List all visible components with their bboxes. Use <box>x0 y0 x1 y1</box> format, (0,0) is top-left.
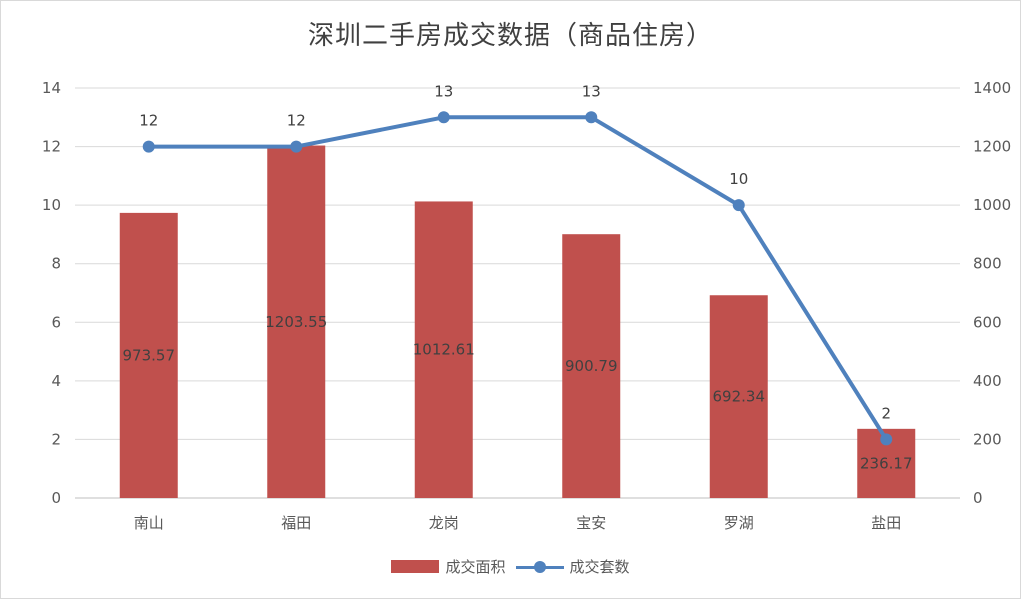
legend-item-area: 成交面积 <box>391 556 506 577</box>
y-left-tick-label: 14 <box>42 79 61 97</box>
bar <box>709 295 768 498</box>
line-data-label: 13 <box>582 82 601 100</box>
line-data-label: 12 <box>287 112 306 130</box>
line-point <box>880 433 893 446</box>
bar <box>119 212 178 499</box>
x-category-label: 宝安 <box>576 514 606 532</box>
x-category-label: 南山 <box>134 514 164 532</box>
line-point <box>142 140 155 153</box>
y-right-tick-label: 800 <box>973 255 1002 273</box>
line-point <box>290 140 303 153</box>
y-left-tick-label: 0 <box>51 489 61 507</box>
bar-data-label: 973.57 <box>123 346 176 364</box>
bar <box>562 234 621 499</box>
bar-data-label: 1203.55 <box>265 313 327 331</box>
y-right-tick-label: 600 <box>973 313 1002 331</box>
bar <box>414 201 473 498</box>
legend-label-count: 成交套数 <box>569 558 630 576</box>
x-category-label: 罗湖 <box>724 514 754 532</box>
line-data-label: 10 <box>729 170 748 188</box>
x-category-label: 龙岗 <box>429 514 459 532</box>
y-right-tick-label: 1400 <box>973 79 1011 97</box>
bar-data-label: 236.17 <box>860 454 913 472</box>
line-point <box>585 111 598 124</box>
y-left-tick-label: 10 <box>42 196 61 214</box>
legend-swatch-bar <box>391 560 440 573</box>
bar-data-label: 692.34 <box>713 388 766 406</box>
x-category-label: 福田 <box>281 514 311 532</box>
y-right-tick-label: 0 <box>973 489 983 507</box>
legend: 成交面积 成交套数 <box>1 556 1020 577</box>
y-right-tick-label: 1200 <box>973 138 1011 156</box>
legend-dot <box>533 560 546 573</box>
chart-title: 深圳二手房成交数据（商品住房） <box>307 21 713 51</box>
bar-data-label: 1012.61 <box>413 341 475 359</box>
y-left-tick-label: 4 <box>51 372 61 390</box>
y-left-tick-label: 8 <box>51 255 61 273</box>
line-series <box>148 115 888 441</box>
legend-label-area: 成交面积 <box>445 558 506 576</box>
y-left-tick-label: 6 <box>51 313 61 331</box>
y-left-tick-label: 2 <box>51 430 61 448</box>
x-category-label: 盐田 <box>871 514 901 532</box>
line-point <box>437 111 450 124</box>
legend-item-count: 成交套数 <box>515 556 630 577</box>
line-data-label: 13 <box>434 82 453 100</box>
line-data-label: 12 <box>139 112 158 130</box>
bar <box>267 145 326 498</box>
y-right-tick-label: 1000 <box>973 196 1011 214</box>
y-right-tick-label: 400 <box>973 372 1002 390</box>
y-left-tick-label: 12 <box>42 138 61 156</box>
line-data-label: 2 <box>881 404 891 422</box>
line-point <box>732 199 745 212</box>
y-right-tick-label: 200 <box>973 430 1002 448</box>
legend-swatch-line <box>515 560 564 573</box>
bar-data-label: 900.79 <box>565 357 618 375</box>
